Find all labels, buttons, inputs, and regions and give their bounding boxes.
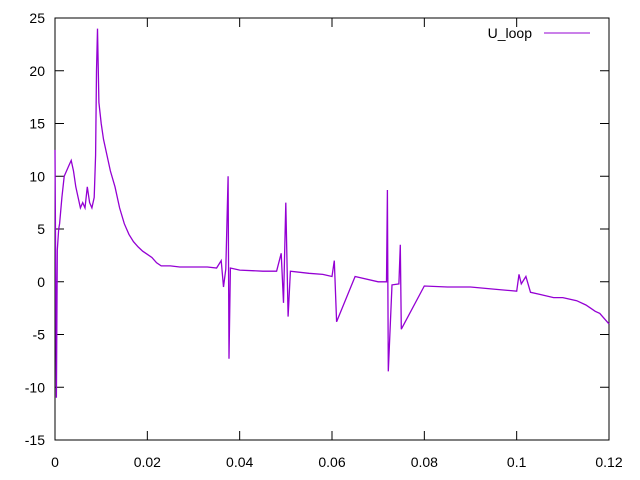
series-line-u-loop (54, 28, 610, 398)
x-tick-label: 0.1 (507, 454, 527, 470)
y-axis-ticks: -15 -10 -5 0 5 10 15 20 25 (25, 10, 609, 448)
y-tick-label: 0 (37, 274, 45, 290)
y-tick-label: 20 (29, 63, 45, 79)
plot-frame (54, 17, 610, 441)
x-tick-label: 0.12 (595, 454, 622, 470)
x-tick-label: 0.04 (226, 454, 253, 470)
x-axis-ticks: 0 0.02 0.04 0.06 0.08 0.1 0.12 (51, 18, 623, 470)
x-tick-label: 0.02 (134, 454, 161, 470)
y-tick-label: 5 (37, 221, 45, 237)
legend: U_loop (488, 25, 590, 41)
x-tick-label: 0 (51, 454, 59, 470)
legend-label: U_loop (488, 25, 533, 41)
y-tick-label: -15 (25, 432, 45, 448)
y-tick-label: -10 (25, 379, 45, 395)
x-tick-label: 0.06 (318, 454, 345, 470)
x-tick-label: 0.08 (411, 454, 438, 470)
y-tick-label: 15 (29, 116, 45, 132)
y-tick-label: -5 (33, 327, 46, 343)
series-layer (54, 28, 610, 398)
y-tick-label: 25 (29, 10, 45, 26)
y-tick-label: 10 (29, 168, 45, 184)
